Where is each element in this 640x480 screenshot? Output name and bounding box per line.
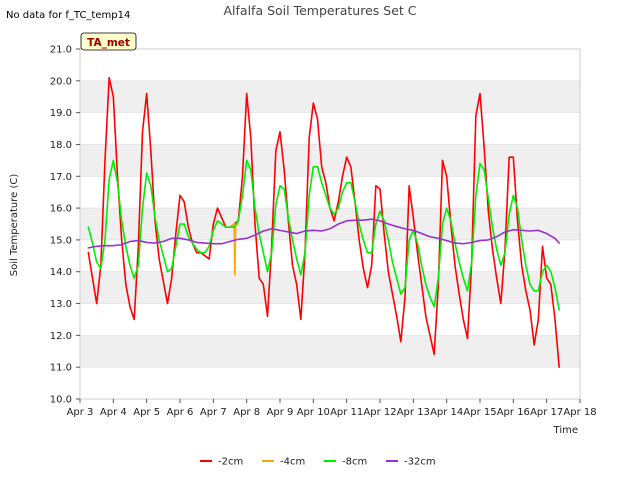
ta-met-badge-box <box>80 32 137 51</box>
x-tick-label: Apr 3 <box>67 407 94 418</box>
series-line-32cm <box>87 218 560 249</box>
x-tick-label: Apr 14 <box>430 407 463 418</box>
y-axis-label: Soil Temperature (C) <box>9 174 20 277</box>
x-tick-label: Apr 15 <box>463 407 496 418</box>
y-tick-label: 21.0 <box>50 45 72 56</box>
x-axis-label: Time <box>553 425 578 436</box>
y-tick-label: 13.0 <box>50 299 72 310</box>
legend-label: -4cm <box>280 457 305 468</box>
legend-label: -8cm <box>342 457 367 468</box>
y-tick-label: 17.0 <box>50 172 72 183</box>
legend-label: -32cm <box>404 457 436 468</box>
x-tick-label: Apr 6 <box>167 407 194 418</box>
y-tick-label: 20.0 <box>50 76 72 87</box>
grid-band <box>80 335 580 368</box>
plot-frame <box>79 48 581 400</box>
chart-title: Alfalfa Soil Temperatures Set C <box>224 3 417 18</box>
grid-band <box>80 208 580 240</box>
grid-band <box>80 144 580 177</box>
plot-background <box>80 49 580 399</box>
y-tick-label: 10.0 <box>50 395 72 406</box>
y-axis: 10.0 11.0 12.0 13.0 14.0 15.0 16.0 17.0 18.0 19.0… <box>50 45 80 406</box>
y-tick-label: 12.0 <box>50 331 72 342</box>
grid-band <box>80 271 580 304</box>
x-tick-label: Apr 7 <box>200 407 227 418</box>
legend-label: -2cm <box>218 457 243 468</box>
series-line-2cm <box>87 76 560 368</box>
x-tick-label: Apr 9 <box>267 407 294 418</box>
x-tick-label: Apr 13 <box>397 407 430 418</box>
x-tick-label: Apr 5 <box>133 407 160 418</box>
x-tick-label: Apr 4 <box>100 407 127 418</box>
legend-item: -2cm <box>200 457 243 468</box>
x-tick-label: Apr 8 <box>233 407 260 418</box>
grid-band <box>80 80 580 113</box>
y-tick-label: 14.0 <box>50 267 72 278</box>
ta-met-badge: TA_met <box>80 32 137 51</box>
y-tick-label: 16.0 <box>50 204 72 215</box>
x-tick-label: Apr 17 <box>530 407 563 418</box>
x-axis: Apr 3 Apr 4 Apr 5 Apr 6 Apr 7 Apr 8 Apr 9 Apr 1… <box>67 399 597 418</box>
series-line-8cm <box>87 159 560 311</box>
legend-item: -8cm <box>324 457 367 468</box>
legend: -2cm -4cm -8cm -32cm <box>200 457 436 468</box>
series-layer <box>87 76 560 368</box>
x-tick-label: Apr 10 <box>297 407 330 418</box>
y-tick-label: 15.0 <box>50 235 72 246</box>
y-tick-label: 11.0 <box>50 363 72 374</box>
y-tick-label: 19.0 <box>50 108 72 119</box>
x-tick-label: Apr 16 <box>497 407 530 418</box>
no-data-note: No data for f_TC_temp14 <box>6 10 130 21</box>
legend-item: -4cm <box>262 457 305 468</box>
legend-item: -32cm <box>386 457 436 468</box>
x-tick-label: Apr 12 <box>363 407 396 418</box>
x-tick-label: Apr 11 <box>330 407 363 418</box>
y-tick-label: 18.0 <box>50 140 72 151</box>
x-tick-label: Apr 18 <box>563 407 596 418</box>
ta-met-badge-label: TA_met <box>87 37 130 49</box>
